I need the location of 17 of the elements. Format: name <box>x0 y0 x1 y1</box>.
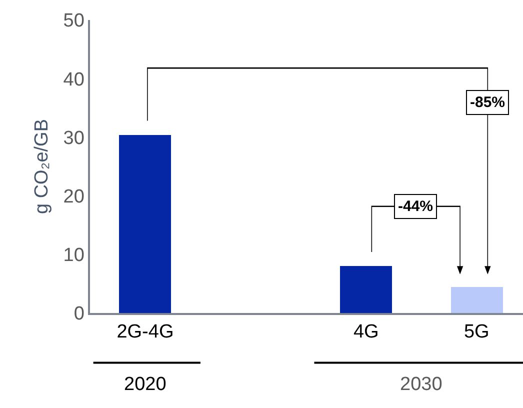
annotation: -85% <box>470 94 506 111</box>
annotation: -44% <box>398 198 434 215</box>
x-tick-label: 5G <box>464 322 490 343</box>
y-tick-label: 30 <box>63 128 84 149</box>
y-tick-label: 50 <box>63 10 84 32</box>
y-axis-title: g CO₂e/GB <box>32 118 53 214</box>
y-tick-label: 10 <box>63 245 84 266</box>
y-tick-label: 20 <box>63 186 84 208</box>
bar <box>451 287 503 313</box>
y-tick-label: 40 <box>63 69 84 90</box>
bar <box>340 266 392 313</box>
x-tick-label: 2G-4G <box>116 322 174 343</box>
x-tick-label: 4G <box>353 322 379 343</box>
bar <box>119 135 171 313</box>
y-tick-label: 0 <box>74 304 84 325</box>
text: 2030 <box>400 374 442 395</box>
text: 2020 <box>124 374 166 395</box>
